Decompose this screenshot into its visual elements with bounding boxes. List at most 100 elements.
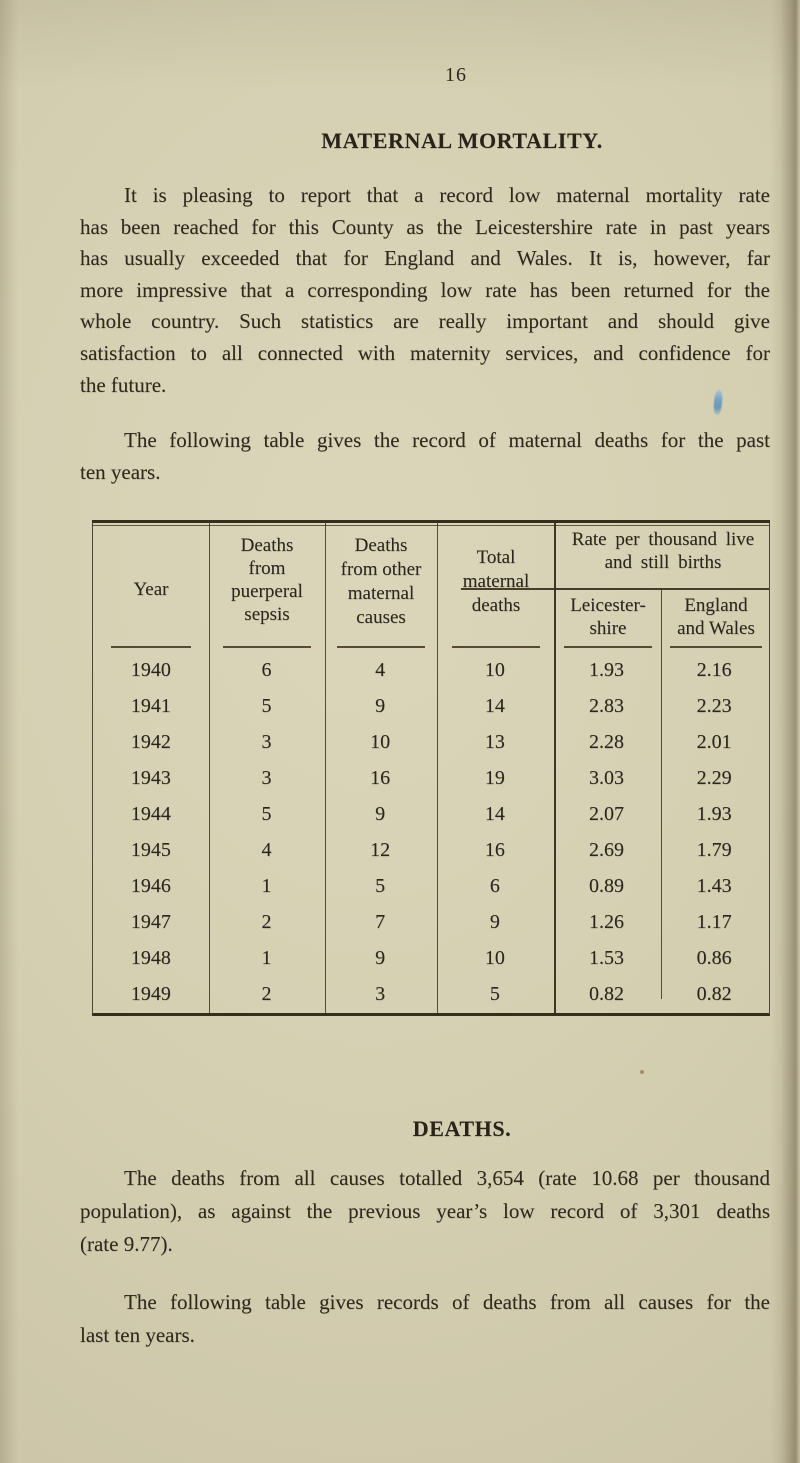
header-underline xyxy=(452,646,540,648)
header-line: Total xyxy=(476,547,516,568)
table-cell-year: 1942 xyxy=(130,730,171,753)
table-cell-year: 1940 xyxy=(130,658,171,681)
table-cell-leics: 2.83 xyxy=(588,694,624,717)
table-cell-leics: 2.07 xyxy=(588,802,624,825)
table-cell-total: 13 xyxy=(484,730,505,753)
table-cell-other: 5 xyxy=(375,875,386,898)
table-cell-leics: 0.82 xyxy=(588,983,624,1006)
table-cell-other: 12 xyxy=(370,839,391,862)
table-cell-sepsis: 5 xyxy=(261,694,272,717)
table-cell-other: 10 xyxy=(370,730,391,753)
header-line: England xyxy=(684,595,748,616)
rate-group-underline xyxy=(461,588,769,590)
table-cell-sepsis: 2 xyxy=(261,911,272,934)
top-vignette xyxy=(0,0,800,90)
table-top-border xyxy=(92,520,770,523)
column-header-leicestershire: Leicester- shire xyxy=(555,594,661,640)
table-cell-ew: 1.93 xyxy=(696,802,732,825)
table-cell-year: 1947 xyxy=(130,911,171,934)
table-cell-sepsis: 1 xyxy=(261,875,272,898)
table-cell-year: 1943 xyxy=(130,766,171,789)
text-line: The following table gives records of dea… xyxy=(124,1290,770,1314)
column-header-england-wales: England and Wales xyxy=(661,594,771,640)
table-row: 1946 1 5 6 0.89 1.43 xyxy=(93,869,769,905)
table-cell-ew: 0.82 xyxy=(696,983,732,1006)
header-line: causes xyxy=(356,607,406,628)
column-header-rate-group: Rate per thousand live and still births xyxy=(555,528,771,574)
header-line: from xyxy=(248,558,286,579)
header-underline xyxy=(337,646,425,648)
table-row: 1948 1 9 10 1.53 0.86 xyxy=(93,941,769,977)
header-underline xyxy=(111,646,191,648)
table-cell-ew: 2.01 xyxy=(696,730,732,753)
table-cell-ew: 2.23 xyxy=(696,694,732,717)
table-row: 1942 3 10 13 2.28 2.01 xyxy=(93,724,769,760)
maternal-paragraph-1: It is pleasing to report that a record l… xyxy=(80,180,770,401)
table-cell-other: 16 xyxy=(370,766,391,789)
table-cell-other: 3 xyxy=(375,983,386,1006)
header-line: Deaths xyxy=(240,535,294,556)
header-line: from other xyxy=(340,559,422,580)
table-cell-ew: 1.79 xyxy=(696,839,732,862)
header-line: shire xyxy=(589,618,627,639)
text-line: more impressive that a corresponding low… xyxy=(80,277,770,302)
table-cell-sepsis: 4 xyxy=(261,839,272,862)
table-cell-sepsis: 6 xyxy=(261,658,272,681)
table-cell-total: 19 xyxy=(484,766,505,789)
table-cell-total: 10 xyxy=(484,947,505,970)
header-line: maternal xyxy=(462,571,530,592)
text-line: The following table gives the record of … xyxy=(124,428,770,452)
table-cell-leics: 1.26 xyxy=(588,911,624,934)
page-right-shadow xyxy=(770,0,800,1463)
table-row: 1940 6 4 10 1.93 2.16 xyxy=(93,652,769,688)
table-cell-year: 1949 xyxy=(130,983,171,1006)
table-cell-sepsis: 5 xyxy=(261,802,272,825)
table-cell-leics: 2.69 xyxy=(588,839,624,862)
table-rows: 1940 6 4 10 1.93 2.16 1941 5 9 14 2.83 2.23 1942 3 10 1… xyxy=(93,652,769,1013)
maternal-mortality-table: Year Deaths from puerperal sepsis Deaths… xyxy=(92,520,770,1016)
table-cell-total: 9 xyxy=(489,911,500,934)
table-cell-other: 7 xyxy=(375,911,386,934)
table-cell-other: 4 xyxy=(375,658,386,681)
header-underline xyxy=(223,646,311,648)
page-number: 16 xyxy=(445,64,467,86)
table-row: 1944 5 9 14 2.07 1.93 xyxy=(93,796,769,832)
text-line: last ten years. xyxy=(80,1323,195,1347)
table-cell-year: 1945 xyxy=(130,839,171,862)
text-line: has been reached for this County as the … xyxy=(80,214,770,239)
table-cell-total: 16 xyxy=(484,839,505,862)
section-title-deaths: DEATHS. xyxy=(412,1116,512,1141)
table-cell-total: 6 xyxy=(489,875,500,898)
table-cell-leics: 2.28 xyxy=(588,730,624,753)
section-title-maternal-mortality: MATERNAL MORTALITY. xyxy=(321,128,603,153)
header-line: and still births xyxy=(604,552,722,573)
paper-speck xyxy=(640,1070,644,1074)
table-cell-year: 1941 xyxy=(130,694,171,717)
table-cell-total: 10 xyxy=(484,658,505,681)
header-line: maternal xyxy=(347,583,415,604)
table-column-line xyxy=(209,520,211,1013)
column-header-sepsis: Deaths from puerperal sepsis xyxy=(209,534,325,626)
table-cell-total: 5 xyxy=(489,983,500,1006)
table-row: 1947 2 7 9 1.26 1.17 xyxy=(93,905,769,941)
table-cell-ew: 2.29 xyxy=(696,766,732,789)
table-cell-ew: 1.17 xyxy=(696,911,732,934)
paper-speck xyxy=(373,743,376,746)
text-line: It is pleasing to report that a record l… xyxy=(124,183,770,207)
table-cell-leics: 3.03 xyxy=(588,766,624,789)
blue-ink-mark xyxy=(712,389,724,416)
column-header-total-deaths: Total maternal deaths xyxy=(437,546,555,618)
table-column-line xyxy=(437,520,439,1013)
table-cell-year: 1946 xyxy=(130,875,171,898)
header-line: deaths xyxy=(471,595,521,616)
text-line: the future. xyxy=(80,372,167,397)
table-cell-other: 9 xyxy=(375,802,386,825)
header-line: and Wales xyxy=(677,618,755,639)
header-line: sepsis xyxy=(244,604,290,625)
text-line: satisfaction to all connected with mater… xyxy=(80,340,770,365)
table-cell-leics: 1.93 xyxy=(588,658,624,681)
table-cell-total: 14 xyxy=(484,802,505,825)
text-line: population), as against the previous yea… xyxy=(80,1199,770,1223)
text-line: has usually exceeded that for England an… xyxy=(80,246,770,271)
